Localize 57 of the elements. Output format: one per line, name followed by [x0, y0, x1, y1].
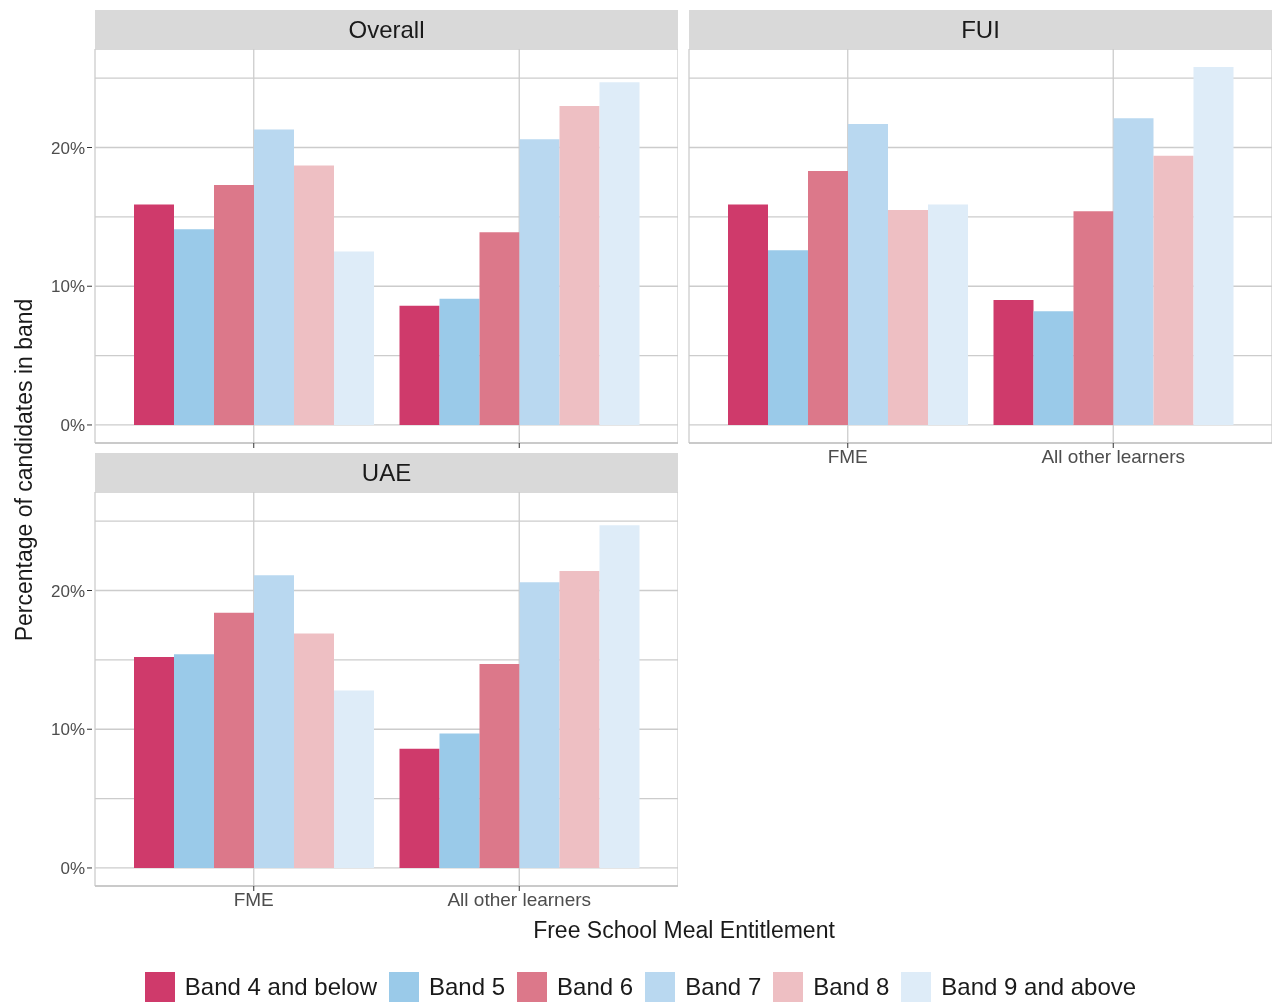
bar [888, 209, 928, 425]
bar [439, 733, 480, 868]
bar [254, 575, 294, 868]
legend-label: Band 7 [685, 973, 762, 1001]
bar [1153, 155, 1194, 425]
bar [559, 571, 600, 868]
bar [399, 748, 440, 868]
bar [134, 204, 174, 425]
bar [214, 184, 254, 425]
bar [334, 251, 374, 425]
bar [294, 633, 334, 868]
bar [479, 232, 520, 425]
x-tick-label: FME [827, 446, 868, 468]
bar [334, 690, 374, 868]
y-axis-title: Percentage of candidates in band [10, 298, 38, 642]
bar [174, 654, 214, 868]
legend-label: Band 4 and below [184, 973, 377, 1001]
bar [214, 612, 254, 868]
bar [928, 204, 968, 425]
y-tick-label: 20% [50, 138, 85, 158]
bar [134, 657, 174, 868]
bar [993, 300, 1034, 425]
bar [1113, 118, 1154, 425]
bar [599, 82, 640, 425]
bar [174, 229, 214, 425]
chart-title: UAE [95, 453, 678, 492]
bar [479, 664, 520, 868]
legend-label: Band 5 [429, 973, 506, 1001]
bar [519, 139, 560, 425]
bar [1193, 67, 1234, 425]
legend-label: Band 6 [557, 973, 634, 1001]
bar [1073, 211, 1114, 425]
legend-label: Band 8 [813, 973, 890, 1001]
x-axis-title: Free School Meal Entitlement [533, 916, 835, 944]
chart-title: Overall [95, 10, 678, 49]
bar [294, 165, 334, 425]
bar [768, 250, 808, 425]
bar [254, 129, 294, 425]
bar [439, 298, 480, 425]
y-tick-label: 10% [50, 277, 85, 297]
y-tick-label: 20% [50, 581, 85, 601]
bar [808, 171, 848, 425]
y-tick-label: 10% [50, 720, 85, 740]
bar [399, 305, 440, 425]
bar [728, 204, 768, 425]
bar [1033, 311, 1074, 425]
bar [848, 123, 888, 425]
legend-label: Band 9 and above [941, 973, 1137, 1001]
y-tick-label: 0% [60, 415, 85, 435]
y-tick-label: 0% [60, 858, 85, 878]
bar [599, 525, 640, 868]
x-tick-label: FME [233, 889, 274, 911]
chart-title: FUI [689, 10, 1272, 49]
bar [519, 582, 560, 868]
x-tick-label: All other learners [447, 889, 592, 911]
bar [559, 105, 600, 425]
x-tick-label: All other learners [1041, 446, 1186, 468]
